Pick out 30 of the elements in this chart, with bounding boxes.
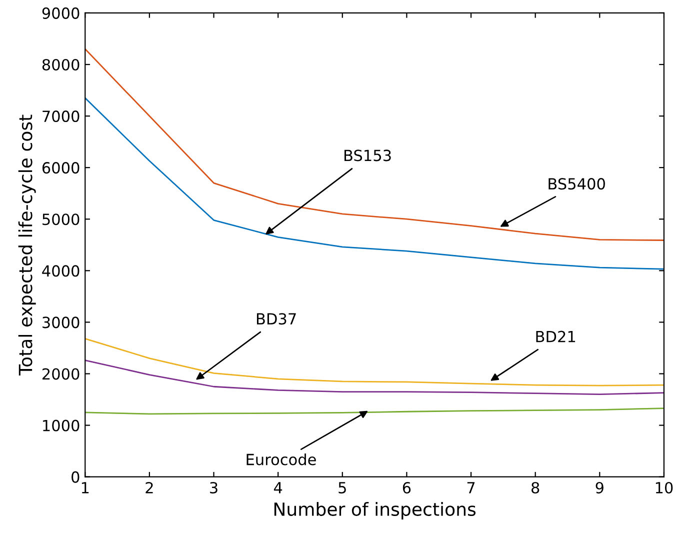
y-tick-label: 2000 (42, 368, 80, 380)
y-tick-label: 8000 (42, 58, 80, 71)
y-tick-label: 7000 (42, 110, 80, 122)
y-tick-label: 0 (72, 471, 80, 483)
line-series (85, 48, 664, 241)
x-tick-label: 10 (656, 482, 673, 494)
x-axis-title: Number of inspections (274, 502, 476, 520)
x-tick-label: 8 (532, 482, 540, 494)
y-tick-label: 3000 (42, 316, 80, 328)
y-tick-label: 6000 (42, 162, 80, 174)
x-tick-label: 4 (274, 482, 282, 494)
x-tick-label: 1 (82, 482, 89, 494)
x-tick-label: 5 (338, 482, 346, 494)
annotation: BD21 (536, 330, 576, 342)
y-tick-label: 4000 (42, 265, 80, 277)
y-tick-label: 9000 (42, 7, 80, 19)
y-axis-title: Total expected life-cycle cost (18, 114, 36, 376)
x-tick-label: 9 (596, 482, 604, 494)
annotation: BS5400 (548, 178, 605, 190)
x-tick-label: 6 (402, 482, 411, 494)
annotation: BS153 (344, 150, 391, 162)
annotation: BD37 (256, 313, 296, 325)
line-series (85, 360, 664, 396)
x-tick-label: 3 (210, 482, 218, 494)
y-tick-label: 5000 (42, 214, 80, 226)
line-series (85, 97, 664, 270)
x-tick-label: 2 (146, 482, 153, 494)
annotation: Eurocode (246, 453, 316, 466)
y-tick-label: 1000 (43, 420, 80, 432)
x-tick-label: 7 (467, 482, 475, 494)
